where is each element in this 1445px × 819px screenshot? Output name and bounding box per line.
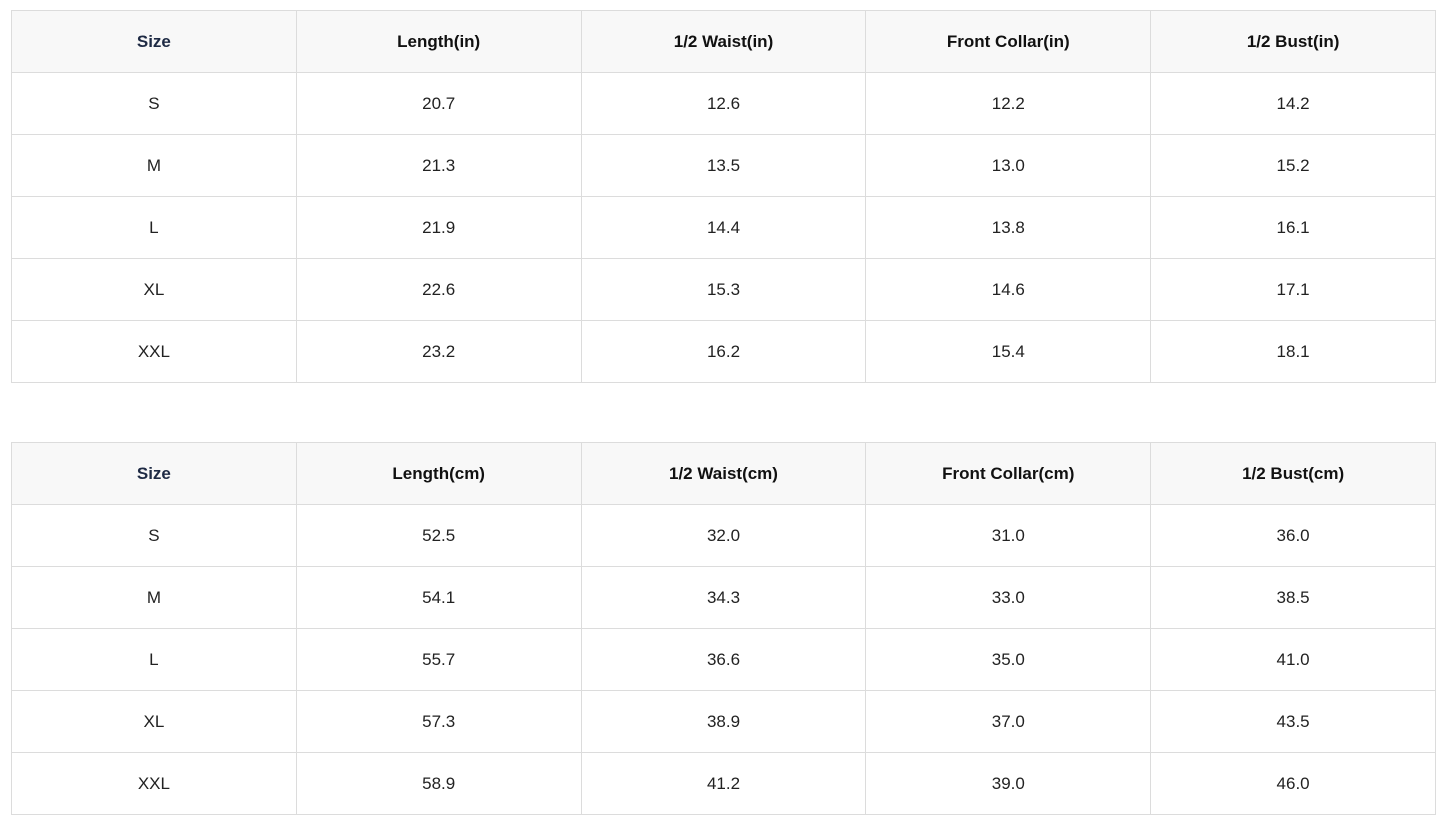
size-table-inches: Size Length(in) 1/2 Waist(in) Front Coll… bbox=[11, 10, 1436, 383]
cell-half-bust: 36.0 bbox=[1150, 504, 1436, 567]
cell-half-waist: 13.5 bbox=[580, 134, 867, 197]
cell-front-collar: 31.0 bbox=[865, 504, 1152, 567]
header-row: Size Length(in) 1/2 Waist(in) Front Coll… bbox=[11, 10, 1436, 73]
cell-length: 20.7 bbox=[295, 72, 582, 135]
cell-size: XXL bbox=[11, 320, 297, 383]
cell-length: 52.5 bbox=[295, 504, 582, 567]
cell-length: 54.1 bbox=[295, 566, 582, 629]
cell-half-waist: 32.0 bbox=[580, 504, 867, 567]
cell-half-waist: 16.2 bbox=[580, 320, 867, 383]
table-row: XXL 23.2 16.2 15.4 18.1 bbox=[11, 320, 1436, 383]
header-half-bust: 1/2 Bust(in) bbox=[1150, 10, 1436, 73]
cell-size: XL bbox=[11, 258, 297, 321]
cell-half-bust: 14.2 bbox=[1150, 72, 1436, 135]
table-row: L 21.9 14.4 13.8 16.1 bbox=[11, 196, 1436, 259]
cell-front-collar: 13.8 bbox=[865, 196, 1152, 259]
header-half-waist: 1/2 Waist(in) bbox=[580, 10, 867, 73]
cell-size: L bbox=[11, 628, 297, 691]
cell-size: L bbox=[11, 196, 297, 259]
table-row: M 21.3 13.5 13.0 15.2 bbox=[11, 134, 1436, 197]
cell-length: 55.7 bbox=[295, 628, 582, 691]
table-row: M 54.1 34.3 33.0 38.5 bbox=[11, 566, 1436, 629]
cell-front-collar: 12.2 bbox=[865, 72, 1152, 135]
header-size: Size bbox=[11, 442, 297, 505]
cell-half-bust: 41.0 bbox=[1150, 628, 1436, 691]
cell-half-bust: 38.5 bbox=[1150, 566, 1436, 629]
cell-half-bust: 15.2 bbox=[1150, 134, 1436, 197]
header-front-collar: Front Collar(in) bbox=[865, 10, 1152, 73]
cell-front-collar: 39.0 bbox=[865, 752, 1152, 815]
header-size: Size bbox=[11, 10, 297, 73]
cell-half-bust: 16.1 bbox=[1150, 196, 1436, 259]
cell-half-waist: 12.6 bbox=[580, 72, 867, 135]
cell-size: S bbox=[11, 72, 297, 135]
cell-half-bust: 43.5 bbox=[1150, 690, 1436, 753]
cell-size: M bbox=[11, 134, 297, 197]
cell-front-collar: 33.0 bbox=[865, 566, 1152, 629]
table-row: S 20.7 12.6 12.2 14.2 bbox=[11, 72, 1436, 135]
cell-half-waist: 14.4 bbox=[580, 196, 867, 259]
cell-length: 22.6 bbox=[295, 258, 582, 321]
cell-length: 57.3 bbox=[295, 690, 582, 753]
header-half-bust: 1/2 Bust(cm) bbox=[1150, 442, 1436, 505]
table-row: S 52.5 32.0 31.0 36.0 bbox=[11, 504, 1436, 567]
table-row: XL 57.3 38.9 37.0 43.5 bbox=[11, 690, 1436, 753]
cell-size: S bbox=[11, 504, 297, 567]
cell-half-bust: 17.1 bbox=[1150, 258, 1436, 321]
cell-half-waist: 34.3 bbox=[580, 566, 867, 629]
header-length: Length(cm) bbox=[295, 442, 582, 505]
header-half-waist: 1/2 Waist(cm) bbox=[580, 442, 867, 505]
cell-size: XXL bbox=[11, 752, 297, 815]
cell-front-collar: 35.0 bbox=[865, 628, 1152, 691]
table-row: XL 22.6 15.3 14.6 17.1 bbox=[11, 258, 1436, 321]
cell-half-waist: 15.3 bbox=[580, 258, 867, 321]
cell-front-collar: 15.4 bbox=[865, 320, 1152, 383]
size-table-centimeters: Size Length(cm) 1/2 Waist(cm) Front Coll… bbox=[11, 442, 1436, 815]
cell-front-collar: 14.6 bbox=[865, 258, 1152, 321]
cell-size: XL bbox=[11, 690, 297, 753]
cell-length: 21.9 bbox=[295, 196, 582, 259]
cell-front-collar: 13.0 bbox=[865, 134, 1152, 197]
cell-size: M bbox=[11, 566, 297, 629]
cell-length: 23.2 bbox=[295, 320, 582, 383]
cell-half-waist: 36.6 bbox=[580, 628, 867, 691]
header-front-collar: Front Collar(cm) bbox=[865, 442, 1152, 505]
cell-half-bust: 46.0 bbox=[1150, 752, 1436, 815]
cell-half-waist: 41.2 bbox=[580, 752, 867, 815]
cell-length: 21.3 bbox=[295, 134, 582, 197]
cell-front-collar: 37.0 bbox=[865, 690, 1152, 753]
header-length: Length(in) bbox=[295, 10, 582, 73]
table-row: L 55.7 36.6 35.0 41.0 bbox=[11, 628, 1436, 691]
cell-half-waist: 38.9 bbox=[580, 690, 867, 753]
cell-half-bust: 18.1 bbox=[1150, 320, 1436, 383]
table-row: XXL 58.9 41.2 39.0 46.0 bbox=[11, 752, 1436, 815]
header-row: Size Length(cm) 1/2 Waist(cm) Front Coll… bbox=[11, 442, 1436, 505]
cell-length: 58.9 bbox=[295, 752, 582, 815]
